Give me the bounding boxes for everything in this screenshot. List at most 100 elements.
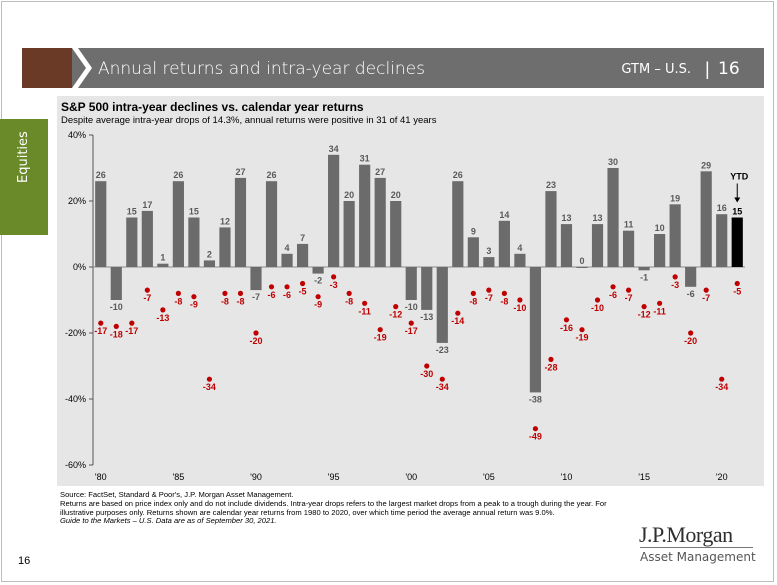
- x-tick-label: '00: [405, 472, 417, 482]
- x-tick-label: '15: [638, 472, 650, 482]
- return-bar: [390, 201, 402, 267]
- return-bar: [281, 253, 293, 267]
- x-tick-label: '85: [173, 472, 185, 482]
- decline-label: -12: [389, 310, 402, 320]
- decline-point: [470, 290, 476, 296]
- decline-label: -11: [653, 306, 666, 316]
- return-label: 27: [235, 167, 245, 177]
- return-bar: [654, 234, 666, 267]
- decline-label: -17: [405, 326, 418, 336]
- decline-point: [284, 284, 290, 290]
- return-bar: [607, 168, 619, 267]
- decline-label: -12: [638, 310, 651, 320]
- return-label: 17: [142, 200, 152, 210]
- return-bar: [545, 191, 557, 267]
- ytd-arrow-head: [734, 197, 741, 203]
- return-label: 29: [701, 160, 711, 170]
- decline-label: -9: [314, 300, 322, 310]
- return-label: 15: [127, 207, 137, 217]
- return-bar: [265, 181, 278, 267]
- return-bar: [172, 181, 184, 267]
- return-label: -6: [687, 289, 695, 299]
- return-label: 19: [670, 193, 680, 203]
- decline-point: [377, 327, 383, 333]
- return-bar: [529, 267, 542, 393]
- decline-label: -8: [221, 296, 229, 306]
- decline-point: [719, 376, 725, 382]
- return-label: 34: [329, 144, 339, 154]
- guide-label: GTM – U.S.: [621, 62, 691, 77]
- y-tick-label: 20%: [68, 196, 86, 206]
- return-label: 1: [160, 253, 165, 263]
- return-bar: [203, 260, 216, 267]
- decline-point: [160, 307, 166, 313]
- return-label: 20: [391, 190, 401, 200]
- header-separator: |: [705, 59, 710, 79]
- return-label: 2: [207, 249, 212, 259]
- return-bar: [95, 181, 107, 267]
- decline-label: -34: [715, 382, 728, 392]
- return-label: -38: [529, 394, 542, 404]
- decline-point: [439, 376, 445, 382]
- decline-label: -11: [358, 306, 371, 316]
- return-label: -23: [436, 345, 449, 355]
- return-bar: [234, 177, 247, 267]
- return-label: -13: [420, 312, 433, 322]
- return-bar: [638, 267, 650, 271]
- jpmorgan-logo: J.P.Morgan: [639, 522, 733, 547]
- return-label: -10: [405, 302, 418, 312]
- chart-subtitle: Despite average intra-year drops of 14.3…: [61, 115, 437, 126]
- y-tick-label: -60%: [65, 460, 86, 470]
- return-bar: [421, 267, 433, 310]
- x-tick-label: '05: [483, 472, 495, 482]
- decline-point: [657, 300, 663, 306]
- return-bar: [622, 230, 635, 267]
- decline-point: [253, 330, 259, 336]
- logo-divider: [640, 547, 753, 548]
- decline-point: [703, 287, 709, 293]
- return-bar: [374, 177, 386, 267]
- decline-point: [175, 290, 181, 296]
- decline-label: -17: [94, 326, 107, 336]
- decline-point: [672, 274, 678, 280]
- decline-point: [393, 304, 399, 310]
- return-label: 3: [486, 246, 491, 256]
- decline-label: -14: [451, 316, 464, 326]
- decline-label: -7: [143, 293, 151, 303]
- source-notes: Source: FactSet, Standard & Poor's, J.P.…: [60, 490, 620, 526]
- return-bar: [498, 220, 510, 267]
- return-bar: [669, 204, 681, 267]
- return-label: 10: [655, 223, 665, 233]
- return-label: -2: [314, 276, 322, 286]
- return-bar: [359, 164, 371, 267]
- decline-point: [222, 290, 228, 296]
- decline-point: [129, 320, 135, 326]
- decline-point: [362, 300, 368, 306]
- return-label: 7: [300, 233, 305, 243]
- x-tick-label: '90: [250, 472, 262, 482]
- return-label: 12: [220, 216, 230, 226]
- return-bar: [452, 181, 464, 267]
- decline-label: -34: [203, 382, 216, 392]
- return-bar: [576, 267, 588, 268]
- return-label: 9: [471, 226, 476, 236]
- return-label: 16: [717, 203, 727, 213]
- y-tick-label: 0%: [73, 262, 86, 272]
- decline-label: -49: [529, 432, 542, 442]
- x-tick-label: '80: [95, 472, 107, 482]
- return-bar: [296, 243, 309, 267]
- page-number: 16: [18, 555, 31, 567]
- logo-subtitle: Asset Management: [640, 550, 756, 564]
- decline-point: [501, 290, 507, 296]
- return-bar: [467, 237, 479, 267]
- decline-point: [98, 320, 104, 326]
- decline-point: [113, 323, 119, 329]
- return-label: 30: [608, 157, 618, 167]
- decline-point: [641, 304, 647, 310]
- decline-label: -8: [500, 296, 508, 306]
- return-label: 15: [189, 207, 199, 217]
- return-bar: [157, 263, 169, 267]
- return-label: 4: [285, 243, 290, 253]
- return-label: 26: [453, 170, 463, 180]
